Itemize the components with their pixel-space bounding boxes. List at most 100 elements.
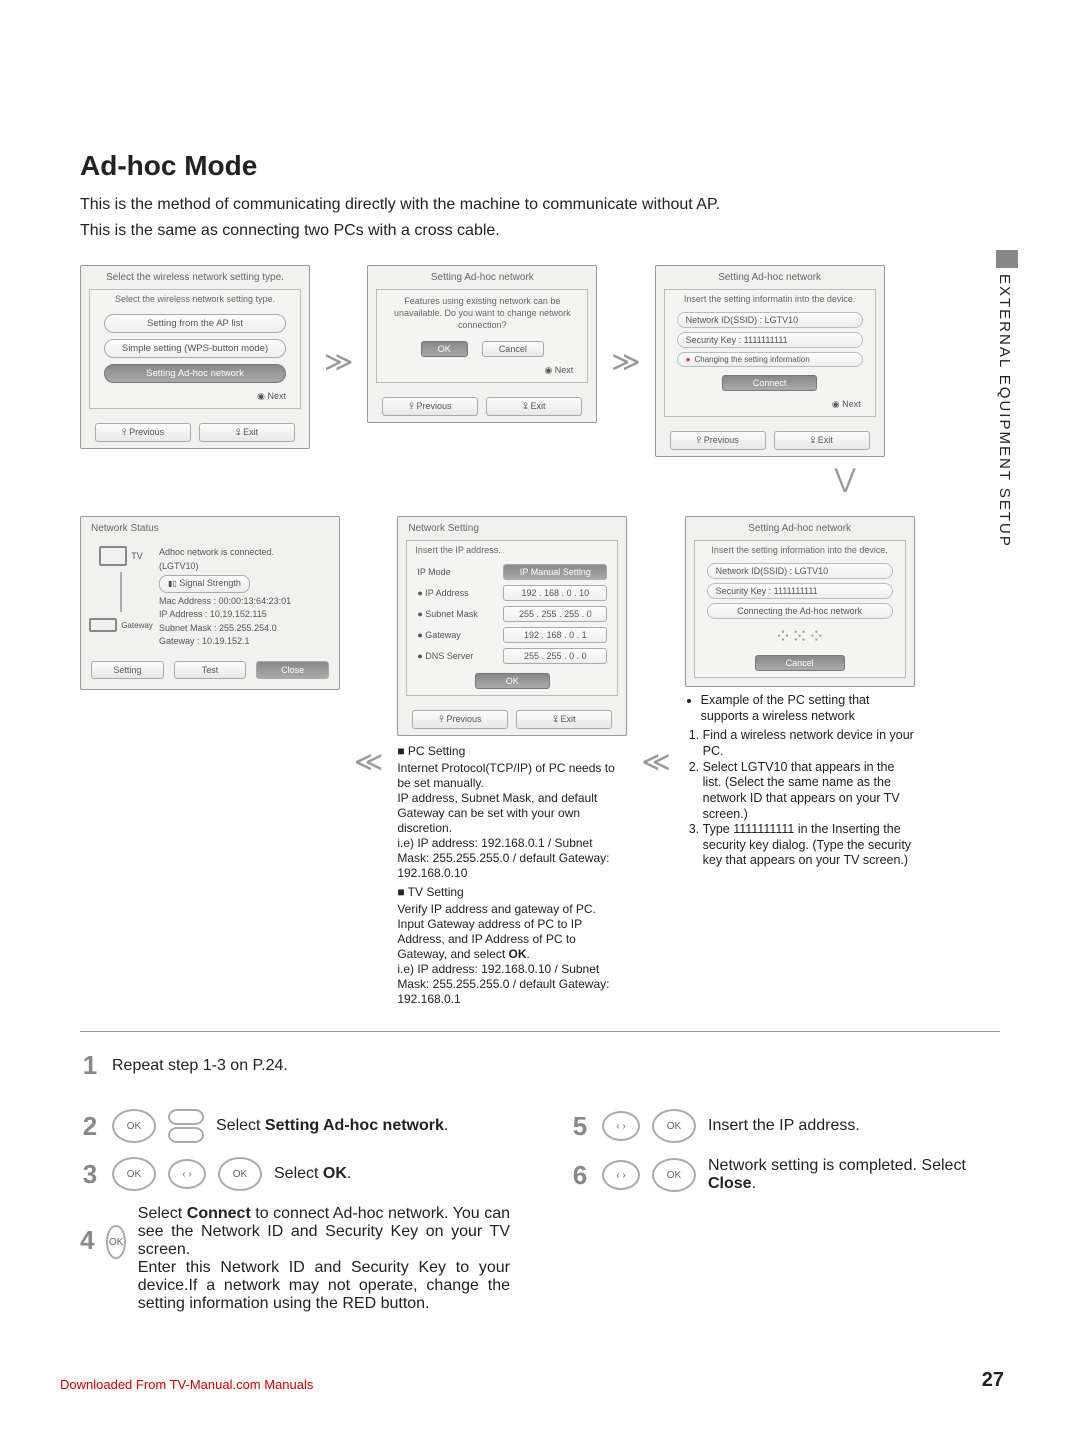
- status-ip: IP Address : 10.19.152.115: [159, 608, 329, 622]
- ipmode-label: IP Mode: [417, 567, 497, 577]
- screen-network-status: Network Status TV Gateway Adhoc network …: [80, 516, 340, 690]
- example-step-2: Select LGTV10 that appears in the list. …: [703, 760, 915, 823]
- box-d-key: Security Key : 1111111111: [707, 583, 893, 599]
- box-c-key: Security Key : 1111111111: [677, 332, 863, 348]
- remote-ok-icon: OK: [112, 1157, 156, 1191]
- section-side-tab: EXTERNAL EQUIPMENT SETUP: [996, 250, 1018, 590]
- example-step-3: Type 1111111111 in the Inserting the sec…: [703, 822, 915, 869]
- box-d-title: Setting Ad-hoc network: [686, 517, 914, 540]
- intro-line-2: This is the same as connecting two PCs w…: [80, 218, 1000, 244]
- status-icons: TV Gateway: [91, 546, 151, 649]
- pc-l5: Input Gateway address of PC to IP Addres…: [397, 917, 627, 962]
- remote-ok-icon: OK: [218, 1157, 262, 1191]
- box-c-prev-button: ꕉ Previous: [670, 431, 766, 450]
- box-d-subtitle: Insert the setting information into the …: [695, 541, 905, 559]
- box-e-prev-button: ꕉ Previous: [412, 710, 508, 729]
- box-f-close-button: Close: [256, 661, 329, 679]
- box-b-ok-button: OK: [421, 341, 468, 357]
- step-number-1: 1: [80, 1050, 100, 1081]
- step-6-text: Network setting is completed. Select Clo…: [708, 1157, 968, 1193]
- opt-adhoc: Setting Ad-hoc network: [104, 364, 286, 383]
- remote-leftright-icon: ‹ ›: [602, 1111, 640, 1141]
- box-b-exit-button: ꔍ Exit: [486, 397, 582, 416]
- step-number-3: 3: [80, 1159, 100, 1190]
- gateway-icon: [89, 618, 117, 632]
- box-b-cancel-button: Cancel: [482, 341, 544, 357]
- example-step-1: Find a wireless network device in your P…: [703, 728, 915, 759]
- pc-l2: IP address, Subnet Mask, and default Gat…: [397, 791, 627, 836]
- gw-label: ● Gateway: [417, 630, 497, 640]
- box-a-exit-button: ꔍ Exit: [199, 423, 295, 442]
- status-details: Adhoc network is connected. (LGTV10) ▮▯ …: [159, 546, 329, 649]
- box-c-connect-button: Connect: [722, 375, 818, 391]
- adhoc-connecting-column: Setting Ad-hoc network Insert the settin…: [685, 516, 915, 869]
- box-a-prev-button: ꕉ Previous: [95, 423, 191, 442]
- steps-block: 1 Repeat step 1-3 on P.24. 2 OK Select S…: [80, 1050, 1000, 1327]
- status-connected: Adhoc network is connected.: [159, 546, 329, 560]
- sm-value: 255 . 255 . 255 . 0: [503, 606, 607, 622]
- step-number-5: 5: [570, 1111, 590, 1142]
- box-b-next: ◉ Next: [377, 363, 587, 382]
- pc-l1: Internet Protocol(TCP/IP) of PC needs to…: [397, 761, 627, 791]
- arrow-right-icon: ≫: [611, 345, 640, 378]
- example-bullet: Example of the PC setting that supports …: [701, 693, 915, 724]
- box-b-message: Features using existing network can be u…: [377, 290, 587, 337]
- pc-setting-text: ■ PC Setting Internet Protocol(TCP/IP) o…: [397, 744, 627, 1007]
- arrow-down-icon: ⋁: [730, 463, 960, 494]
- connecting-spinner-icon: ⁘⁙⁘: [695, 623, 905, 651]
- status-tv-sub: (LGTV10): [159, 560, 329, 574]
- box-f-test-button: Test: [174, 661, 247, 679]
- arrow-left-icon: ≪: [354, 745, 383, 778]
- remote-leftright-icon: ‹ ›: [168, 1159, 206, 1189]
- box-b-title: Setting Ad-hoc network: [368, 266, 596, 289]
- download-footer: Downloaded From TV-Manual.com Manuals: [60, 1377, 313, 1392]
- step-5-text: Insert the IP address.: [708, 1117, 860, 1135]
- box-c-next: ◉ Next: [665, 397, 875, 416]
- remote-leftright-icon: ‹ ›: [602, 1160, 640, 1190]
- intro-block: This is the method of communicating dire…: [80, 192, 1000, 243]
- box-e-title: Network Setting: [398, 517, 626, 540]
- intro-line-1: This is the method of communicating dire…: [80, 192, 1000, 218]
- step-number-6: 6: [570, 1160, 590, 1191]
- opt-ap-list: Setting from the AP list: [104, 314, 286, 333]
- box-b-prev-button: ꕉ Previous: [382, 397, 478, 416]
- dns-value: 255 . 255 . 0 . 0: [503, 648, 607, 664]
- box-f-title: Network Status: [81, 517, 339, 540]
- dns-label: ● DNS Server: [417, 651, 497, 661]
- step-4-text: Select Connect to connect Ad-hoc network…: [138, 1205, 510, 1313]
- ip-value: 192 . 168 . 0 . 10: [503, 585, 607, 601]
- box-a-next: ◉ Next: [90, 389, 300, 408]
- box-c-subtitle: Insert the setting informatin into the d…: [665, 290, 875, 308]
- remote-updown-icon: [168, 1109, 204, 1143]
- screen-network-setting: Network Setting Insert the IP address. I…: [397, 516, 627, 736]
- page-number: 27: [982, 1369, 1004, 1392]
- box-d-connecting: Connecting the Ad-hoc network: [707, 603, 893, 619]
- pc-l6: i.e) IP address: 192.168.0.10 / Subnet M…: [397, 962, 627, 1007]
- gw-value: 192 . 168 . 0 . 1: [503, 627, 607, 643]
- gateway-label: Gateway: [121, 621, 153, 630]
- tv-label: TV: [131, 551, 143, 561]
- step-number-2: 2: [80, 1111, 100, 1142]
- remote-ok-icon: OK: [106, 1225, 125, 1259]
- status-sm: Subnet Mask : 255.255.254.0: [159, 622, 329, 636]
- box-f-setting-button: Setting: [91, 661, 164, 679]
- box-a-title: Select the wireless network setting type…: [81, 266, 309, 289]
- arrow-left-icon: ≪: [641, 745, 670, 778]
- arrow-right-icon: ≫: [324, 345, 353, 378]
- box-e-ok-button: OK: [475, 673, 550, 689]
- status-gw: Gateway : 10.19.152.1: [159, 635, 329, 649]
- step-2-text: Select Setting Ad-hoc network.: [216, 1117, 448, 1135]
- page-title: Ad-hoc Mode: [80, 150, 1000, 182]
- remote-ok-icon: OK: [112, 1109, 156, 1143]
- side-tab-label: EXTERNAL EQUIPMENT SETUP: [996, 274, 1013, 548]
- tv-setting-head: ■ TV Setting: [397, 885, 627, 900]
- tv-icon: [99, 546, 127, 566]
- sm-label: ● Subnet Mask: [417, 609, 497, 619]
- box-c-exit-button: ꔍ Exit: [774, 431, 870, 450]
- status-column: Network Status TV Gateway Adhoc network …: [80, 516, 340, 690]
- box-e-exit-button: ꔍ Exit: [516, 710, 612, 729]
- pc-setting-head: ■ PC Setting: [397, 744, 627, 759]
- pc-l3: i.e) IP address: 192.168.0.1 / Subnet Ma…: [397, 836, 627, 881]
- screen-select-type: Select the wireless network setting type…: [80, 265, 310, 449]
- box-c-ssid: Network ID(SSID) : LGTV10: [677, 312, 863, 328]
